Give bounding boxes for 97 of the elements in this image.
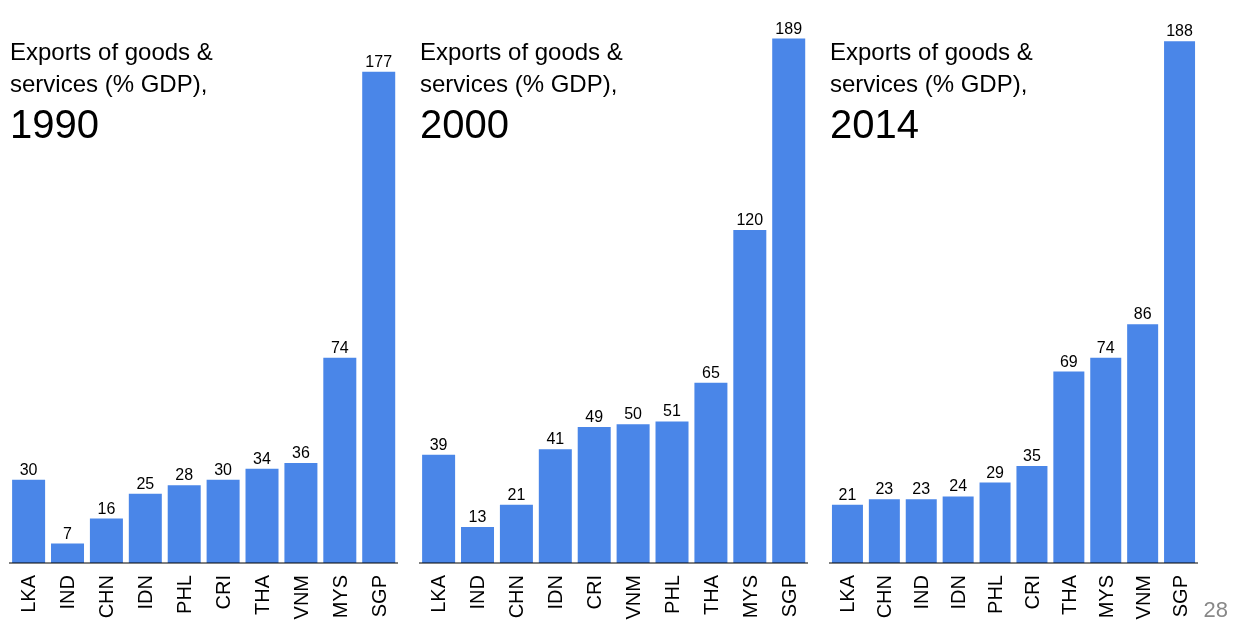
text: Exports of goods & services (% GDP), (830, 37, 1034, 99)
data-label: 23 (912, 480, 931, 498)
data-label: 189 (775, 19, 803, 37)
bar (694, 382, 728, 563)
bar (12, 479, 46, 563)
bar (1164, 41, 1196, 563)
bar (868, 499, 900, 563)
bar (167, 485, 201, 563)
data-label: 36 (292, 444, 310, 462)
x-tick-label: CHN (873, 575, 896, 619)
data-label: 51 (663, 402, 682, 420)
data-label: 28 (175, 466, 194, 484)
data-label: 50 (624, 405, 643, 423)
bar (128, 493, 162, 563)
text: 2014 (830, 101, 920, 148)
data-label: 69 (1059, 352, 1078, 370)
bar (905, 499, 937, 563)
bar (772, 38, 806, 563)
data-label: 120 (736, 211, 764, 228)
data-label: 41 (546, 430, 565, 448)
data-label: 21 (507, 485, 526, 503)
data-label: 177 (365, 52, 393, 70)
x-tick-label: PHL (984, 575, 1007, 614)
x-tick-label: MYS (328, 575, 351, 619)
bar (89, 518, 123, 563)
bar (51, 543, 85, 563)
bar (362, 71, 396, 563)
text: 28 (1203, 597, 1228, 623)
x-tick-label: CHN (505, 575, 528, 619)
x-tick-label: LKA (17, 574, 40, 613)
data-label: 49 (585, 408, 604, 426)
x-tick-label: IND (56, 575, 79, 610)
bar (245, 468, 279, 563)
x-tick-label: SGP (367, 575, 390, 618)
bar (831, 504, 863, 563)
data-label: 39 (429, 435, 448, 453)
text: 1990 (10, 101, 100, 148)
data-label: 30 (19, 460, 38, 478)
bar (942, 496, 974, 563)
data-label: 188 (1166, 22, 1193, 40)
bar (499, 504, 533, 563)
bar (284, 463, 318, 563)
x-tick-label: CRI (211, 575, 234, 610)
x-tick-label: VNM (289, 575, 312, 620)
data-label: 65 (702, 363, 720, 381)
text: Exports of goods & services (% GDP), (10, 37, 214, 99)
x-tick-label: IDN (544, 575, 567, 610)
bar (1127, 324, 1159, 563)
x-tick-label: IND (466, 575, 489, 610)
x-tick-label: PHL (660, 575, 683, 614)
bar (422, 454, 456, 563)
data-label: 86 (1133, 305, 1152, 323)
bar (979, 482, 1011, 563)
bar (1053, 371, 1085, 563)
x-tick-label: LKA (427, 574, 450, 613)
x-tick-label: MYS (1094, 575, 1117, 619)
x-tick-label: CHN (95, 575, 118, 619)
data-label: 74 (1096, 338, 1115, 356)
x-tick-label: MYS (738, 575, 761, 619)
text: 2000 (420, 101, 510, 148)
bar (1090, 357, 1122, 563)
text: Exports of goods & services (% GDP), (420, 37, 624, 99)
x-tick-label: SGP (777, 575, 800, 618)
x-tick-label: THA (699, 574, 722, 615)
data-label: 16 (97, 499, 116, 517)
data-label: 7 (63, 524, 73, 542)
data-label: 23 (875, 480, 894, 498)
x-tick-label: CRI (1020, 575, 1043, 610)
x-tick-label: IDN (947, 575, 970, 610)
bar (733, 230, 767, 563)
data-label: 21 (838, 485, 857, 503)
x-tick-label: VNM (621, 575, 644, 620)
x-tick-label: THA (1057, 574, 1080, 615)
data-label: 29 (986, 463, 1005, 481)
bar (655, 421, 689, 563)
data-label: 35 (1023, 446, 1041, 464)
x-tick-label: IDN (134, 575, 157, 610)
x-tick-label: LKA (836, 574, 859, 613)
data-label: 30 (214, 460, 233, 478)
x-tick-label: PHL (173, 575, 196, 614)
bar (1016, 465, 1048, 563)
x-tick-label: THA (250, 574, 273, 615)
data-label: 74 (330, 338, 349, 356)
bar (616, 424, 650, 563)
bar (323, 357, 357, 563)
bar (206, 479, 240, 563)
data-label: 25 (136, 474, 155, 492)
x-tick-label: IND (910, 575, 933, 610)
x-tick-label: CRI (583, 575, 606, 610)
bar (577, 427, 611, 563)
x-tick-label: SGP (1168, 575, 1191, 618)
data-label: 13 (468, 507, 487, 525)
bar (538, 449, 572, 563)
bar (461, 526, 495, 563)
data-label: 24 (949, 477, 968, 495)
x-tick-label: VNM (1131, 575, 1154, 620)
data-label: 34 (253, 449, 272, 467)
